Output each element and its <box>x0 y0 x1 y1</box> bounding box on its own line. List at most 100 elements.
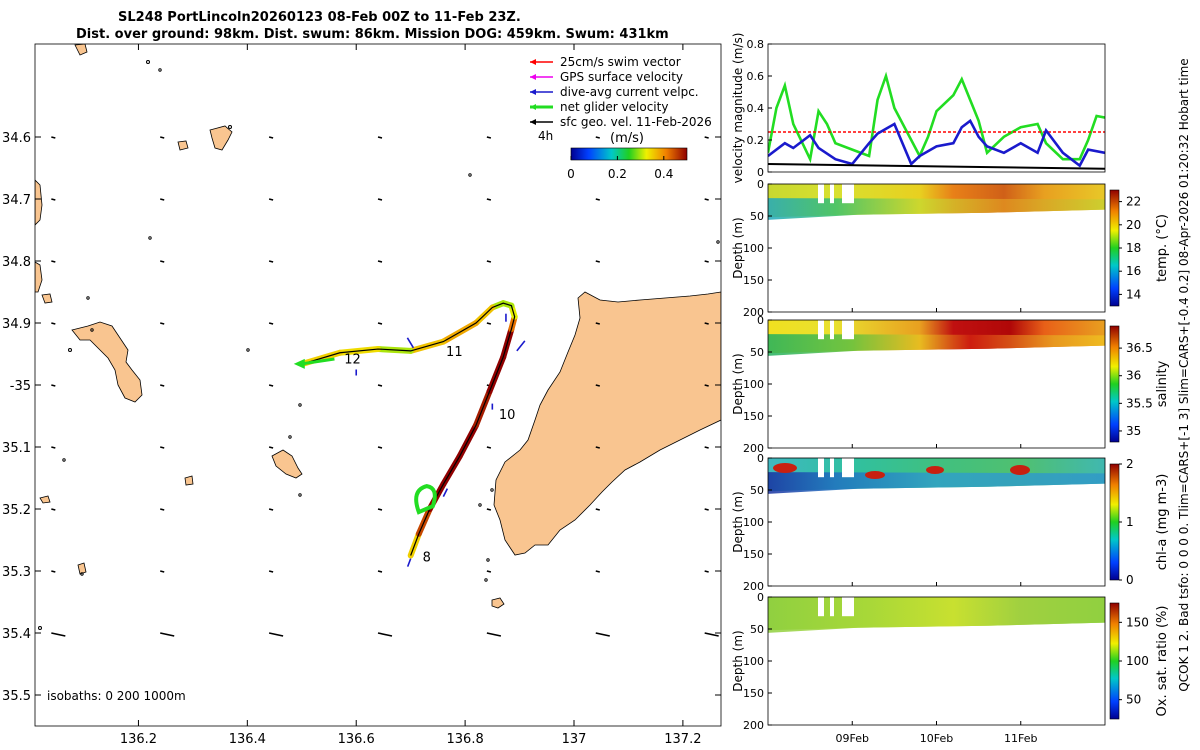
geo-velocity-arrow <box>595 508 600 511</box>
section-y-tick-label: 50 <box>750 623 764 636</box>
section-colorbar-tick-label: 150 <box>1126 615 1149 629</box>
map-y-tick-label: 34.6 <box>2 131 31 146</box>
section-y-tick-label: 150 <box>743 548 764 561</box>
geo-velocity-arrow <box>268 198 274 201</box>
geo-velocity-arrow <box>377 384 383 387</box>
geo-velocity-arrow <box>51 446 56 449</box>
section-colorbar-tick-label: 50 <box>1126 693 1141 707</box>
geo-velocity-arrow <box>595 198 600 201</box>
map-x-tick-label: 136.6 <box>338 732 375 747</box>
geo-velocity-arrow <box>377 322 383 325</box>
colorbar-unit-label: (m/s) <box>610 131 644 146</box>
section-colorbar-label: Ox. sat. ratio (%) <box>1155 606 1170 717</box>
geo-velocity-arrow <box>160 508 165 511</box>
geo-velocity-arrow <box>51 322 56 325</box>
current-vector <box>516 340 526 352</box>
section-y-tick-label: 200 <box>743 442 764 455</box>
section-colorbar-tick-label: 2 <box>1126 457 1134 471</box>
geo-velocity-arrow <box>704 508 709 511</box>
section-colorbar-label: temp. (°C) <box>1155 214 1170 282</box>
land-west-coast <box>35 179 43 226</box>
section-data-gap <box>818 320 824 340</box>
section-y-tick-label: 100 <box>743 378 764 391</box>
geo-velocity-arrow <box>377 198 383 201</box>
map-y-tick-label: 34.9 <box>2 317 31 332</box>
map-x-tick-label: 136.8 <box>447 732 484 747</box>
section-data-gap <box>830 320 834 340</box>
day-label: 10 <box>499 408 516 423</box>
land-group <box>35 44 721 630</box>
legend-arrowhead <box>530 119 536 125</box>
land-island-c <box>184 475 194 486</box>
geo-velocity-arrow <box>595 136 600 139</box>
colorbar-tick-label: 0 <box>567 167 575 181</box>
section-y-tick-label: 0 <box>757 591 764 604</box>
geo-velocity-arrow <box>595 322 600 325</box>
geo-velocity-arrow <box>268 508 274 511</box>
legend-label: dive-avg current velpc. <box>560 85 699 99</box>
legend-label: net glider velocity <box>560 100 668 114</box>
section-colorbar-tick-label: 20 <box>1126 218 1141 232</box>
geo-velocity-arrow <box>704 322 709 325</box>
chart-title-line2: Dist. over ground: 98km. Dist. swum: 86k… <box>76 27 669 42</box>
section-data-gap <box>830 184 834 204</box>
section-data-gap <box>830 597 834 617</box>
geo-velocity-arrow <box>160 384 165 387</box>
velocity-y-tick-label: 0.6 <box>747 70 765 83</box>
current-vector <box>442 488 449 497</box>
velocity-series-line <box>768 71 1105 164</box>
chl-max-patch <box>773 463 797 473</box>
geo-velocity-arrow <box>704 446 709 449</box>
colorbar-tick-label: 0.2 <box>608 167 627 181</box>
legend-arrowhead <box>530 59 536 65</box>
geo-velocity-arrow <box>704 570 709 573</box>
legend-label: GPS surface velocity <box>560 70 683 84</box>
track-centerline <box>304 302 516 556</box>
section-data-gap <box>842 320 854 340</box>
legend-arrowhead <box>530 74 536 80</box>
section-data-gap <box>818 184 824 204</box>
geo-velocity-arrow <box>704 198 709 201</box>
legend-label: 25cm/s swim vector <box>560 55 681 69</box>
geo-velocity-arrow <box>268 260 274 263</box>
section-data-gap <box>842 458 854 478</box>
land-island-large <box>71 321 143 403</box>
geo-velocity-arrow <box>704 136 709 139</box>
day-label: 12 <box>344 352 361 367</box>
time-axis-label: 10Feb <box>920 732 953 745</box>
section-data-gap <box>830 458 834 478</box>
section-panel-oxsat: 0 50 100 150 200 Depth (m) 50 100 150 Ox. sat. ra… <box>731 591 1170 732</box>
interval-label: 4h <box>538 129 553 143</box>
islets <box>38 60 720 630</box>
geo-velocity-arrow <box>268 322 274 325</box>
geo-velocity-arrow <box>268 632 284 637</box>
geo-velocity-arrow <box>160 632 175 637</box>
section-y-tick-label: 100 <box>743 516 764 529</box>
section-colorbar <box>1109 189 1120 307</box>
section-colorbar-tick-label: 36 <box>1126 369 1141 383</box>
section-y-tick-label: 0 <box>757 178 764 191</box>
geo-velocity-arrow <box>268 570 274 573</box>
track-loop <box>414 484 437 515</box>
section-colorbar-tick-label: 0 <box>1126 573 1134 587</box>
geo-velocity-arrow <box>595 632 610 637</box>
section-panel-temp: 0 50 100 150 200 Depth (m) 14 16 18 20 22 temp. (°C… <box>731 178 1170 319</box>
map-x-tick-label: 137 <box>562 732 587 747</box>
geo-velocity-arrow <box>704 260 709 263</box>
geo-velocity-arrow <box>704 632 719 637</box>
section-panel-chla: 0 50 100 150 200 Depth (m) 0 1 2 chl-a (mg m-3) <box>731 452 1170 593</box>
section-data-gap <box>842 597 854 617</box>
section-colorbar-tick-label: 16 <box>1126 264 1141 278</box>
geo-velocity-arrow <box>595 570 600 573</box>
map-x-tick-label: 137.2 <box>664 732 701 747</box>
map-y-tick-label: 35.2 <box>2 503 31 518</box>
time-axis-label: 09Feb <box>836 732 869 745</box>
land-island-g <box>41 293 53 304</box>
section-panel-salinity: 0 50 100 150 200 Depth (m) 35 35.5 36 36.5salinit… <box>731 314 1170 455</box>
speed-colorbar <box>570 147 688 161</box>
velocity-series-line <box>768 118 1105 168</box>
geo-velocity-arrow <box>51 136 56 139</box>
time-axis-label: 11Feb <box>1004 732 1037 745</box>
